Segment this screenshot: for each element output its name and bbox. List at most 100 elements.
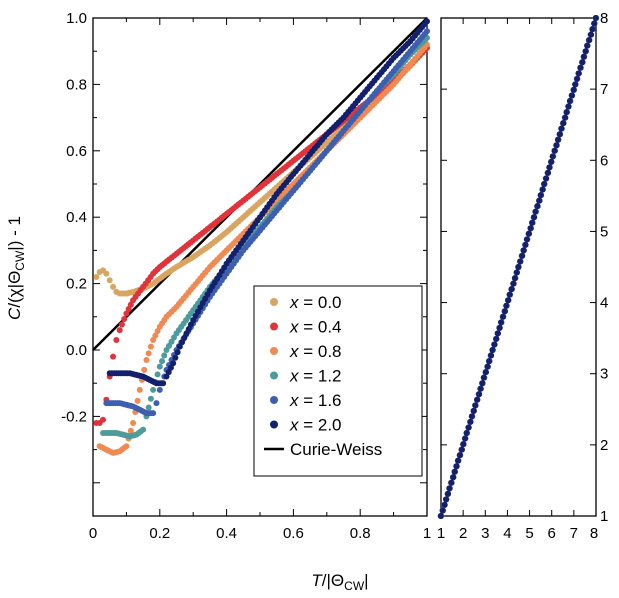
- data-point: [560, 120, 567, 127]
- data-point: [154, 328, 161, 335]
- data-point: [498, 319, 505, 326]
- data-point: [491, 341, 498, 348]
- data-point: [579, 59, 586, 66]
- right-y-tick-label: 7: [600, 81, 608, 98]
- data-point: [187, 321, 194, 328]
- legend-label: x = 0.0: [289, 293, 342, 312]
- data-point: [484, 363, 491, 370]
- data-point: [525, 230, 532, 237]
- data-point: [443, 496, 450, 503]
- data-point: [110, 283, 117, 290]
- data-point: [174, 349, 181, 356]
- data-point: [134, 397, 141, 404]
- data-point: [456, 452, 463, 459]
- data-point: [147, 343, 154, 350]
- right-y-tick-label: 1: [600, 508, 608, 525]
- left-y-tick-label: 0.2: [66, 276, 87, 293]
- data-point: [575, 70, 582, 77]
- data-point: [437, 513, 444, 519]
- data-point: [501, 308, 508, 315]
- data-point: [536, 197, 543, 204]
- data-point: [494, 330, 501, 337]
- data-point: [529, 219, 536, 226]
- data-point: [127, 427, 134, 434]
- data-point: [159, 358, 166, 365]
- data-point: [476, 391, 483, 398]
- data-point: [468, 413, 475, 420]
- series-2-0: [106, 18, 430, 387]
- data-point: [489, 347, 496, 353]
- data-point: [477, 385, 484, 392]
- data-point: [143, 356, 150, 363]
- data-point: [505, 297, 512, 304]
- data-point: [520, 247, 527, 254]
- data-point: [152, 332, 159, 339]
- right-x-tick-label: 6: [548, 525, 556, 542]
- data-point: [523, 236, 530, 243]
- data-point: [515, 264, 522, 270]
- data-point: [118, 321, 125, 328]
- y-label-open: /(χ|Θ: [5, 271, 24, 308]
- data-point: [103, 270, 110, 277]
- data-point: [156, 363, 163, 370]
- data-point: [470, 407, 477, 414]
- data-point: [127, 301, 134, 308]
- right-y-tick-label: 8: [600, 10, 608, 27]
- data-point: [522, 241, 529, 248]
- left-x-tick-label: 0.2: [149, 525, 170, 542]
- left-x-tick-label: 0.8: [350, 525, 371, 542]
- legend-label: x = 2.0: [289, 416, 342, 435]
- data-point: [441, 501, 448, 508]
- data-point: [156, 386, 163, 393]
- data-point: [568, 92, 575, 99]
- legend-marker: [270, 371, 278, 380]
- right-y-tick-label: 4: [600, 295, 608, 312]
- data-point: [445, 490, 452, 497]
- right-x-tick-label: 3: [481, 525, 489, 542]
- x-label-sub: CW: [344, 579, 365, 593]
- data-point: [463, 430, 470, 436]
- x-label-end: |: [364, 571, 368, 590]
- data-point: [482, 369, 489, 376]
- data-point: [424, 18, 430, 25]
- data-point: [448, 479, 455, 486]
- data-point: [123, 310, 130, 317]
- data-point: [181, 334, 188, 341]
- data-point: [150, 386, 157, 393]
- left-y-tick-label: 0.8: [66, 76, 87, 93]
- series-0-0: [93, 44, 430, 297]
- data-point: [474, 396, 481, 403]
- data-point: [532, 208, 539, 215]
- data-point: [179, 339, 186, 346]
- data-point: [147, 395, 154, 402]
- right-x-tick-label: 7: [570, 525, 578, 542]
- data-point: [556, 131, 563, 138]
- left-x-tick-label: 0: [89, 525, 97, 542]
- legend-label: x = 0.4: [289, 318, 342, 337]
- data-point: [136, 386, 143, 393]
- data-point: [486, 358, 493, 365]
- data-point: [572, 81, 579, 88]
- right-x-tick-label: 1: [437, 525, 445, 542]
- data-point: [113, 337, 120, 344]
- data-point: [488, 352, 495, 359]
- y-label-sub: CW: [13, 250, 27, 271]
- right-plot-frame: [440, 17, 597, 517]
- legend-box: [253, 285, 423, 477]
- right-x-tick-label: 4: [503, 525, 511, 542]
- data-point: [450, 474, 457, 481]
- data-point: [467, 418, 474, 425]
- data-point: [130, 420, 137, 427]
- data-point: [116, 327, 123, 334]
- data-point: [172, 354, 179, 361]
- data-point: [584, 42, 591, 49]
- data-point: [479, 380, 486, 387]
- left-y-tick-label: 0.6: [66, 143, 87, 160]
- data-point: [534, 203, 541, 210]
- left-x-tick-label: 0.4: [216, 525, 237, 542]
- data-point: [150, 410, 157, 417]
- data-point: [517, 258, 524, 265]
- data-point: [462, 435, 469, 442]
- data-point: [454, 457, 461, 464]
